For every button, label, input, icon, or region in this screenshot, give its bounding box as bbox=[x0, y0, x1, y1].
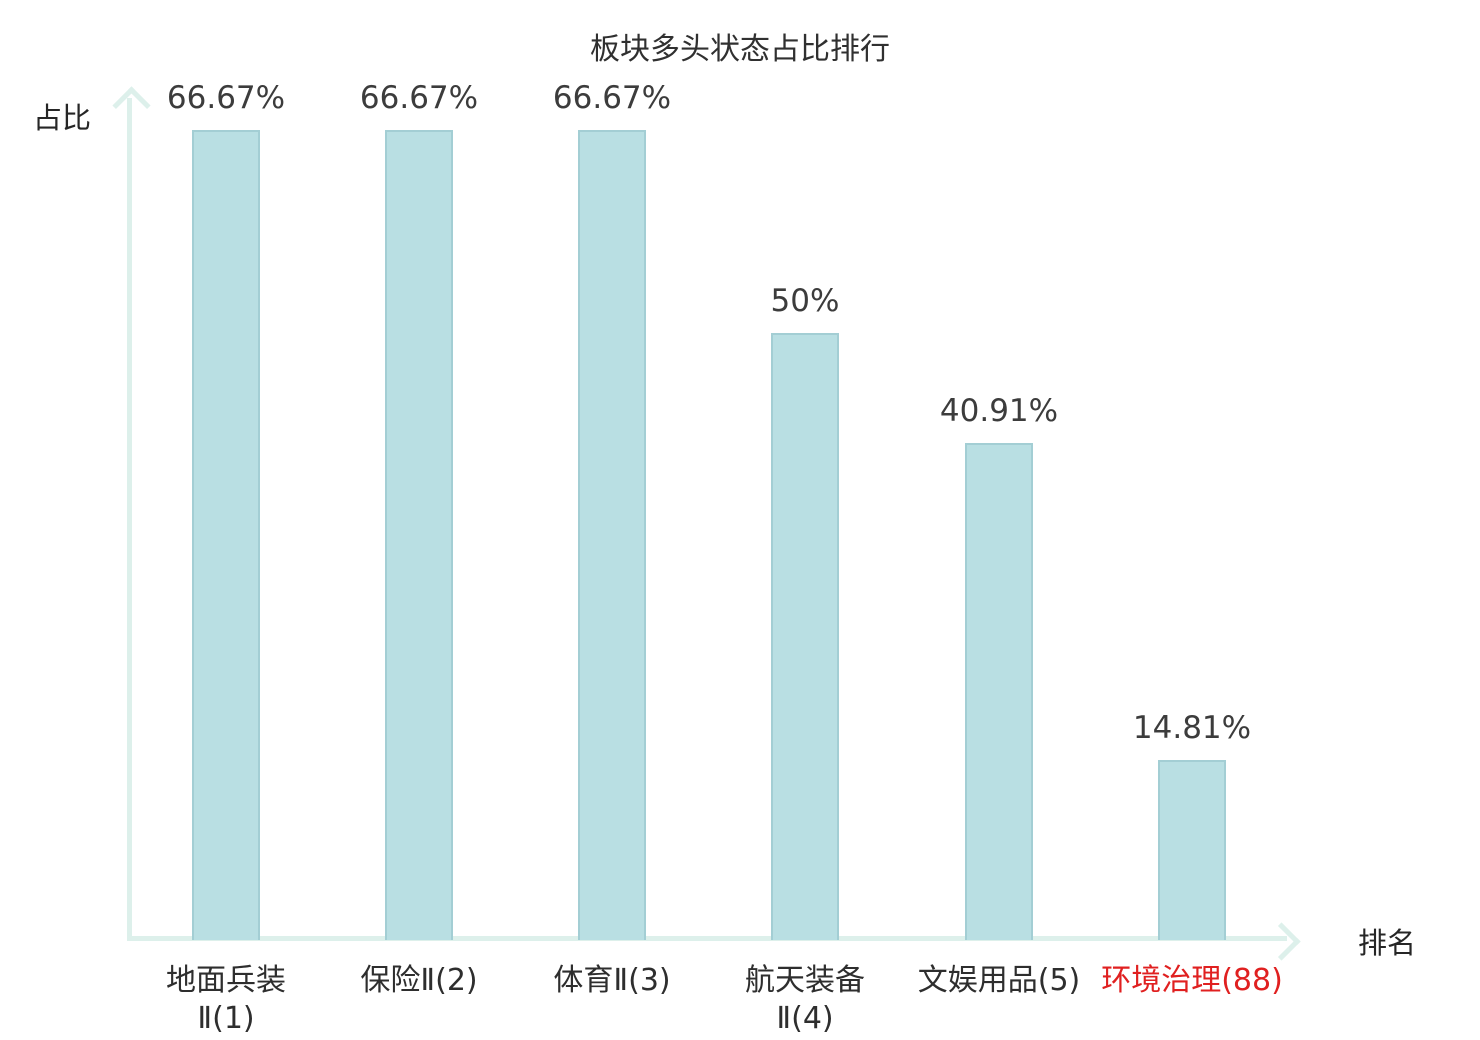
bar-value-label: 66.67% bbox=[552, 80, 672, 116]
x-tick-label: 环境治理(88) bbox=[1101, 963, 1283, 998]
bar-value-label: 14.81% bbox=[1132, 710, 1252, 746]
x-axis-arrow-icon bbox=[1262, 922, 1301, 961]
x-tick-label: 保险Ⅱ(2) bbox=[360, 963, 478, 998]
bar bbox=[578, 130, 646, 940]
bar-value-label: 50% bbox=[770, 283, 840, 319]
x-tick-label: 地面兵装 Ⅱ(1) bbox=[166, 963, 286, 1036]
bar bbox=[1158, 760, 1226, 940]
y-axis-label: 占比 bbox=[33, 101, 92, 135]
bar-value-label: 66.67% bbox=[359, 80, 479, 116]
bar bbox=[385, 130, 453, 940]
bar bbox=[192, 130, 260, 940]
bar bbox=[965, 443, 1033, 940]
x-axis-line bbox=[127, 936, 1287, 941]
bar-value-label: 66.67% bbox=[166, 80, 286, 116]
x-tick-label: 文娱用品(5) bbox=[917, 963, 1081, 998]
x-tick-label: 航天装备 Ⅱ(4) bbox=[745, 963, 865, 1036]
x-axis-label: 排名 bbox=[1358, 926, 1417, 960]
x-tick-label: 体育Ⅱ(3) bbox=[553, 963, 671, 998]
bar-value-label: 40.91% bbox=[939, 393, 1059, 429]
bar bbox=[771, 333, 839, 940]
chart-title: 板块多头状态占比排行 bbox=[590, 32, 890, 67]
y-axis-line bbox=[127, 98, 132, 940]
